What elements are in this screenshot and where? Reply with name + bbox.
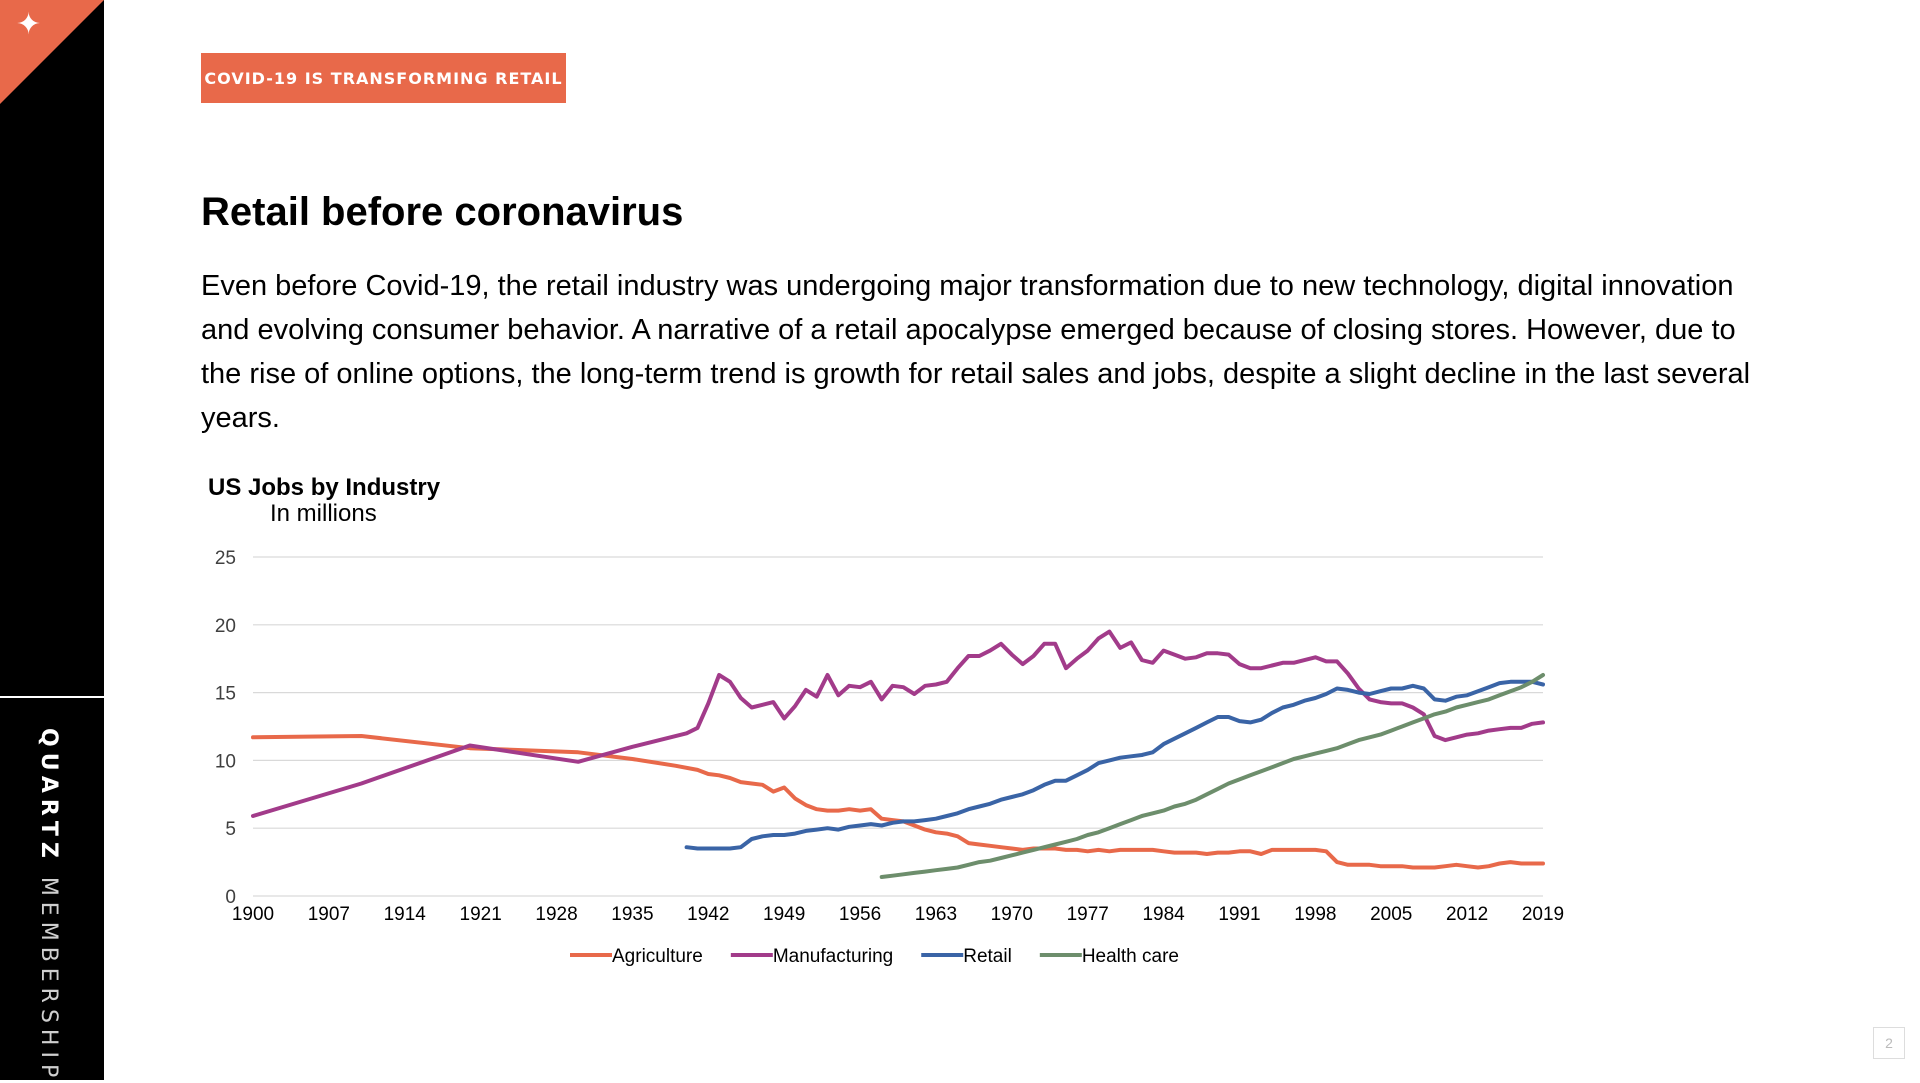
y-tick-label: 15 <box>215 684 236 705</box>
x-tick-label: 1907 <box>308 904 350 925</box>
brand-name-light: MEMBERSHIP <box>36 876 61 1083</box>
x-tick-label: 1956 <box>839 904 881 925</box>
x-tick-label: 1970 <box>991 904 1033 925</box>
x-tick-label: 2019 <box>1522 904 1564 925</box>
legend-label-retail: Retail <box>963 946 1012 967</box>
series-line-agriculture <box>251 734 1545 870</box>
x-tick-label: 2005 <box>1370 904 1412 925</box>
chart-title: US Jobs by Industry <box>208 474 441 501</box>
x-tick-label: 1900 <box>232 904 274 925</box>
corner-accent <box>0 0 104 104</box>
x-tick-label: 1977 <box>1067 904 1109 925</box>
x-tick-label: 1928 <box>535 904 577 925</box>
legend-label-agriculture: Agriculture <box>612 946 703 967</box>
x-tick-label: 2012 <box>1446 904 1488 925</box>
sparkle-icon: ✦ <box>16 7 42 42</box>
x-tick-label: 1921 <box>460 904 502 925</box>
y-tick-label: 25 <box>215 548 236 569</box>
x-tick-label: 1991 <box>1218 904 1260 925</box>
series-line-manufacturing <box>251 629 1545 818</box>
legend-label-manufacturing: Manufacturing <box>773 946 893 967</box>
y-tick-label: 0 <box>225 887 236 908</box>
brand-name-bold: QUARTZ <box>36 728 61 864</box>
y-tick-label: 5 <box>225 819 236 840</box>
x-tick-label: 1984 <box>1142 904 1185 925</box>
chart-subtitle: In millions <box>270 500 377 527</box>
intro-paragraph: Even before Covid-19, the retail industr… <box>201 270 1751 434</box>
x-tick-label: 1949 <box>763 904 805 925</box>
x-tick-label: 1942 <box>687 904 729 925</box>
legend-label-health-care: Health care <box>1082 946 1179 967</box>
y-tick-label: 10 <box>215 751 236 772</box>
series-line-health-care <box>879 673 1545 879</box>
x-tick-label: 1963 <box>915 904 957 925</box>
page-number: 2 <box>1873 1027 1905 1059</box>
x-tick-label: 1935 <box>611 904 653 925</box>
section-tag: COVID-19 IS TRANSFORMING RETAIL <box>201 53 566 103</box>
y-tick-label: 20 <box>215 616 236 637</box>
x-tick-label: 1998 <box>1294 904 1336 925</box>
x-tick-label: 1914 <box>384 904 427 925</box>
brand-wordmark: QUARTZ MEMBERSHIP <box>36 728 61 1083</box>
sidebar-divider <box>0 696 104 698</box>
series-line-retail <box>684 679 1545 851</box>
brand-sidebar: ✦ QUARTZ MEMBERSHIP <box>0 0 104 1083</box>
page-title: Retail before coronavirus <box>201 190 684 234</box>
